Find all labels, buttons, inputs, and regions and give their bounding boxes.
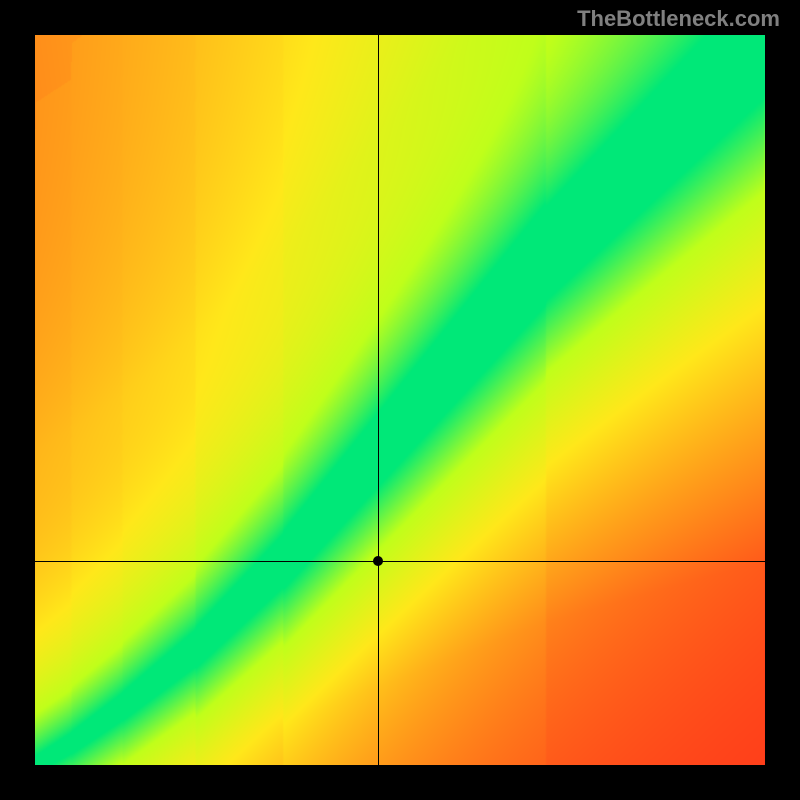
plot-overlay bbox=[35, 35, 765, 765]
crosshair-horizontal bbox=[35, 561, 765, 562]
crosshair-vertical bbox=[378, 35, 379, 765]
data-point-marker bbox=[373, 556, 383, 566]
chart-container: TheBottleneck.com bbox=[0, 0, 800, 800]
watermark-text: TheBottleneck.com bbox=[577, 6, 780, 32]
